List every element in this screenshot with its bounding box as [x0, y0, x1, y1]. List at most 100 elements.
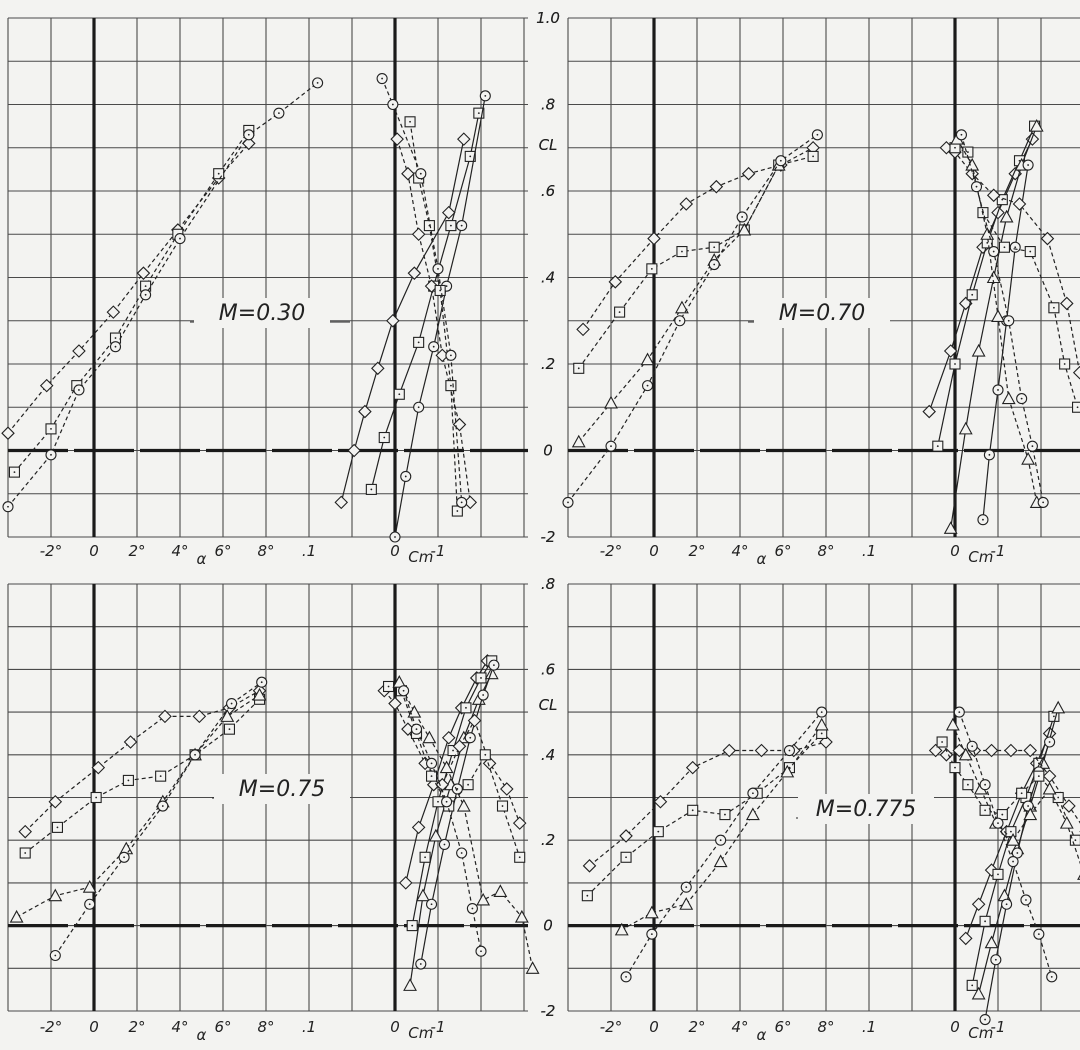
- y-tick-label: -2: [541, 1002, 556, 1020]
- series-cl-alpha-circle: [49, 676, 268, 962]
- data-point-diamond: [398, 876, 413, 890]
- data-point-diamond: [943, 344, 958, 358]
- data-point-diamond: [106, 305, 121, 319]
- data-point-diamond: [457, 132, 471, 146]
- data-point-center: [958, 711, 961, 713]
- data-point-center: [404, 475, 407, 478]
- data-point-center: [713, 246, 716, 249]
- grid: [7, 17, 528, 538]
- data-point-center: [484, 753, 487, 756]
- data-point-center: [450, 384, 452, 387]
- data-point-center: [50, 427, 52, 430]
- data-point-diamond: [192, 709, 207, 724]
- data-point-center: [657, 830, 660, 833]
- data-point-center: [997, 873, 999, 876]
- series-line: [370, 113, 480, 490]
- x-tick-label: 8°: [817, 1018, 834, 1036]
- data-point-center: [1010, 830, 1012, 833]
- data-point-center: [50, 453, 52, 456]
- series-cl-cm-triangle-solid: [403, 666, 499, 991]
- y-tick-label: -2: [541, 1002, 556, 1020]
- x-tick-label: -2°: [600, 1018, 622, 1036]
- data-point-diamond: [358, 404, 372, 419]
- data-point-diamond: [754, 743, 769, 758]
- data-point-center: [54, 954, 57, 957]
- x-tick-label: -1: [991, 542, 1006, 560]
- data-point-triangle: [1006, 833, 1020, 846]
- cl-axis-label: CL: [539, 696, 558, 714]
- data-point-triangle: [644, 905, 659, 919]
- data-point-center: [445, 285, 448, 288]
- data-point-center: [1027, 805, 1029, 807]
- data-point-center: [646, 384, 649, 387]
- data-point-center: [419, 963, 422, 965]
- alpha-axis-label: α: [757, 550, 767, 568]
- data-point-diamond: [500, 782, 514, 796]
- y-tick-label: .4: [541, 746, 555, 764]
- series-cl-alpha-circle: [620, 706, 828, 983]
- data-point-center: [482, 694, 485, 696]
- data-point-triangle: [999, 209, 1014, 223]
- data-point-center: [247, 133, 250, 136]
- data-point-diamond: [347, 443, 361, 458]
- data-point-center: [230, 702, 233, 705]
- series-cl-alpha-circle: [562, 129, 823, 508]
- mach-label-bg: [754, 298, 890, 328]
- data-point-center: [967, 151, 969, 153]
- data-point-diamond: [1004, 743, 1018, 758]
- x-tick-label: 8°: [817, 542, 834, 560]
- series-cl-cm-diamond-dashed: [928, 743, 1080, 833]
- data-point-center: [95, 796, 98, 799]
- data-point-triangle: [1042, 781, 1057, 795]
- data-point-center: [518, 856, 521, 859]
- data-point-center: [387, 685, 390, 688]
- data-point-center: [1016, 852, 1019, 854]
- data-point-diamond: [608, 275, 623, 289]
- data-point-center: [586, 894, 589, 897]
- data-point-diamond: [1062, 799, 1076, 813]
- data-point-center: [941, 741, 943, 743]
- x-tick-label: .1: [302, 1018, 316, 1036]
- series-line: [7, 143, 250, 434]
- data-point-diamond: [72, 344, 86, 358]
- x-tick-label: 8°: [257, 1018, 274, 1036]
- series-line: [982, 164, 1029, 520]
- data-point-diamond: [984, 743, 999, 758]
- data-point-diamond: [452, 739, 467, 754]
- data-point-center: [1025, 899, 1027, 901]
- data-point-center: [159, 775, 162, 778]
- data-point-center: [460, 224, 463, 227]
- data-point-triangle: [476, 892, 491, 906]
- data-point-diamond: [722, 743, 737, 758]
- x-tick-label: 0: [89, 1018, 99, 1036]
- data-point-center: [954, 766, 956, 769]
- x-tick-label: 2°: [688, 542, 705, 560]
- data-point-center: [456, 510, 459, 512]
- x-tick-label: 8°: [257, 542, 274, 560]
- data-point-center: [975, 185, 978, 188]
- data-point-triangle: [991, 309, 1005, 322]
- data-point-center: [409, 120, 411, 123]
- data-point-diamond: [958, 931, 973, 946]
- data-point-triangle: [679, 897, 694, 910]
- alpha-axis-label: α: [197, 1026, 207, 1044]
- data-point-center: [681, 250, 683, 253]
- data-point-center: [954, 146, 956, 149]
- data-point-center: [88, 903, 91, 906]
- data-point-center: [411, 924, 414, 927]
- y-tick-label: .8: [541, 575, 555, 593]
- y-tick-label: .2: [541, 355, 555, 373]
- data-point-center: [1074, 839, 1077, 842]
- data-point-center: [370, 488, 373, 491]
- x-tick-label: 4°: [171, 1018, 188, 1036]
- data-point-center: [217, 172, 220, 175]
- data-point-center: [1037, 933, 1040, 936]
- data-point-center: [752, 792, 754, 795]
- data-point-triangle: [780, 764, 795, 778]
- mach-number-label: M=0.70: [779, 301, 865, 326]
- data-point-center: [316, 81, 319, 84]
- data-point-center: [480, 677, 482, 679]
- series-cl-alpha-circle: [2, 77, 324, 513]
- data-point-diamond: [1072, 365, 1080, 380]
